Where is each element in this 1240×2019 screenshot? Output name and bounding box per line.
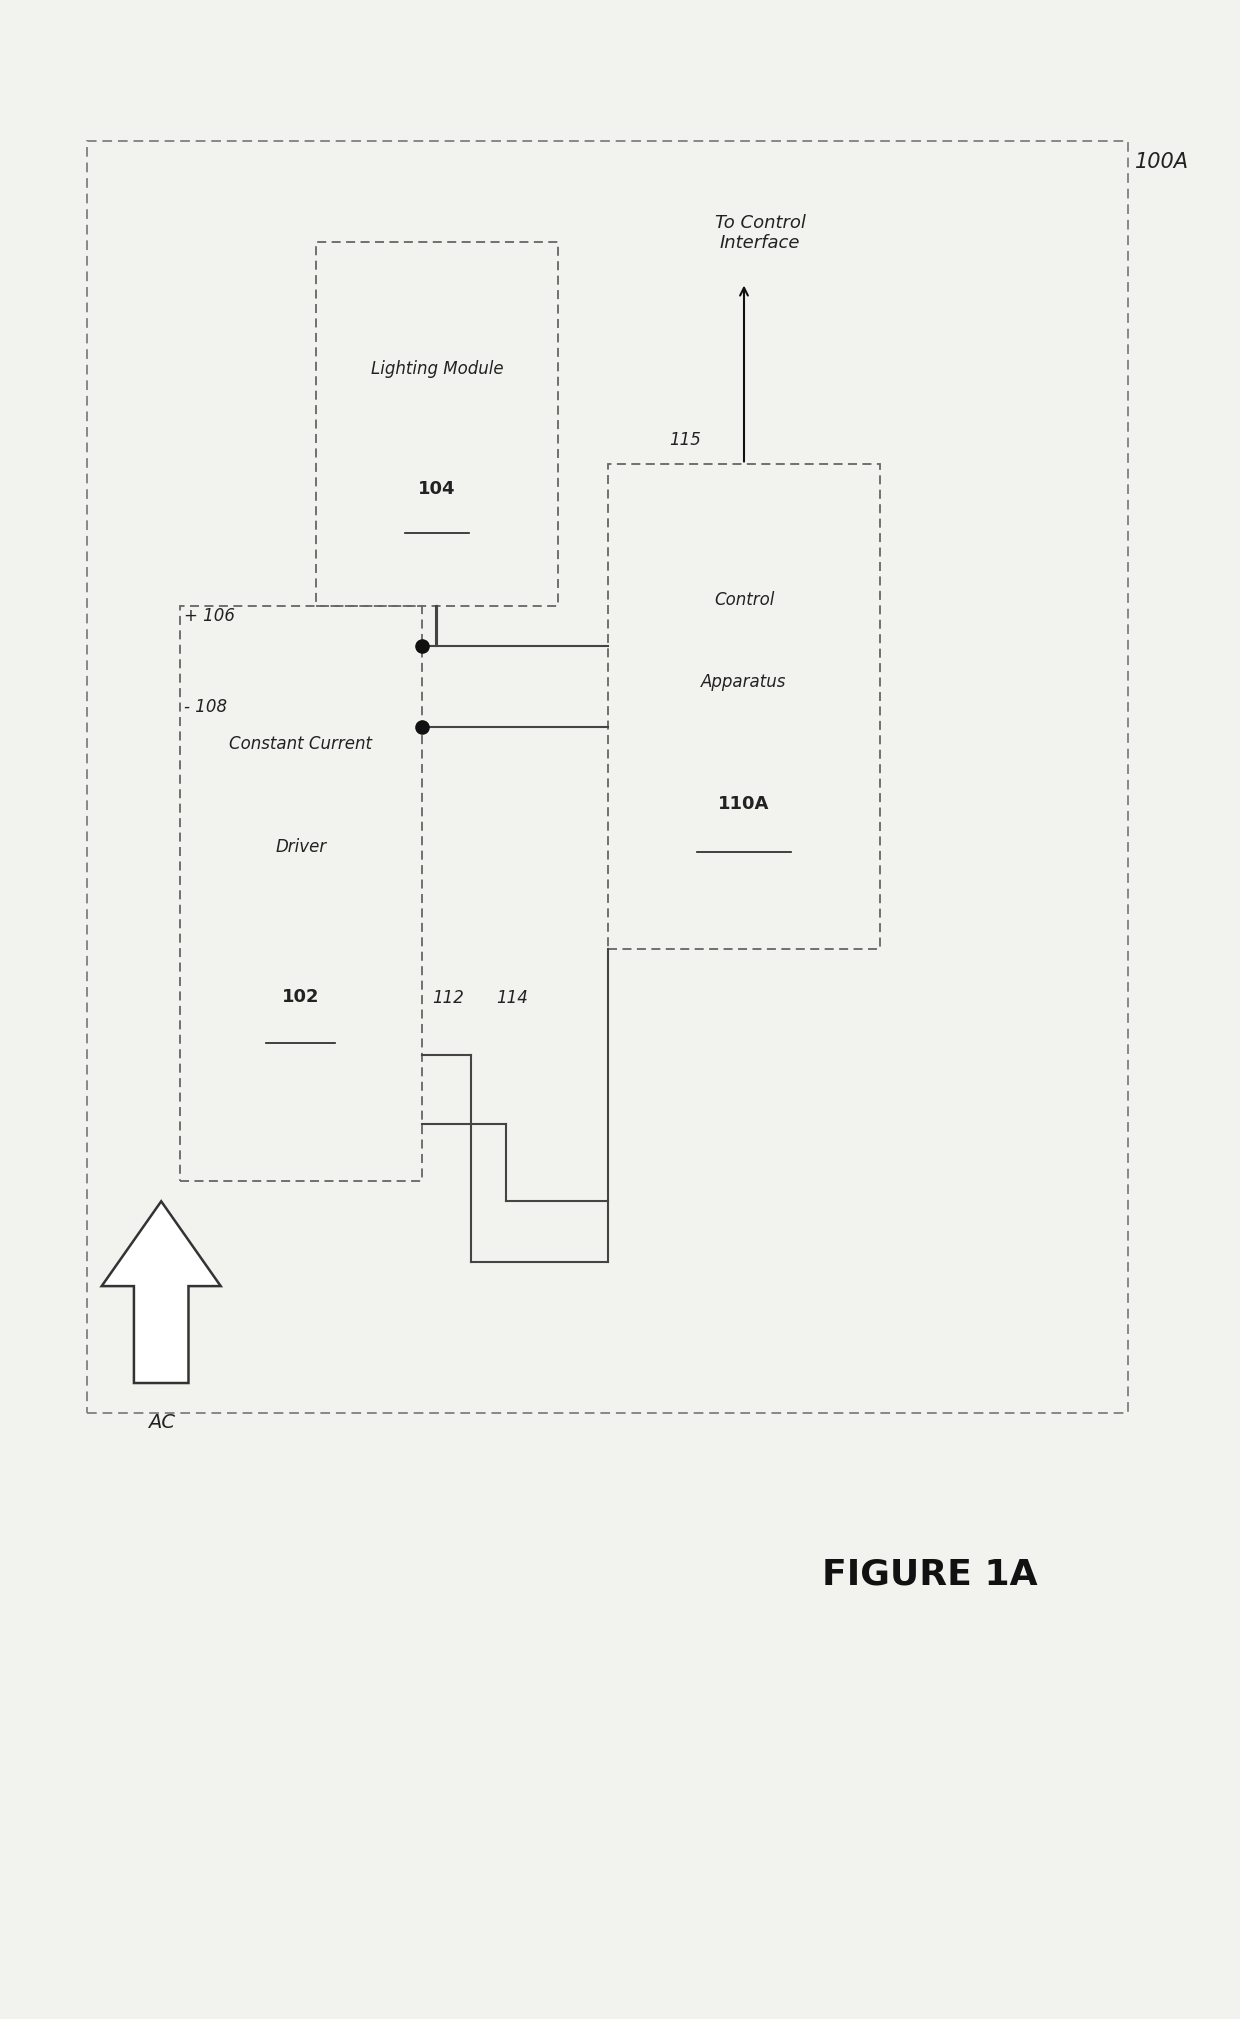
Point [412, 630, 432, 662]
Text: 112: 112 [432, 989, 464, 1007]
Text: Apparatus: Apparatus [702, 674, 786, 690]
Text: Constant Current: Constant Current [229, 735, 372, 753]
Text: Lighting Module: Lighting Module [371, 361, 503, 378]
Text: FIGURE 1A: FIGURE 1A [822, 1559, 1038, 1591]
Text: 115: 115 [670, 432, 702, 448]
Text: Control: Control [714, 592, 774, 610]
Point [412, 711, 432, 743]
Text: 110A: 110A [718, 795, 770, 812]
Text: 102: 102 [281, 987, 320, 1005]
Text: 100A: 100A [1135, 151, 1189, 172]
Polygon shape [102, 1201, 221, 1383]
Text: Driver: Driver [275, 838, 326, 856]
Text: 104: 104 [418, 481, 456, 499]
Text: 114: 114 [496, 989, 528, 1007]
Text: + 106: + 106 [184, 608, 234, 624]
Text: - 108: - 108 [184, 699, 227, 715]
Text: To Control
Interface: To Control Interface [714, 214, 806, 252]
Text: AC: AC [148, 1413, 175, 1431]
